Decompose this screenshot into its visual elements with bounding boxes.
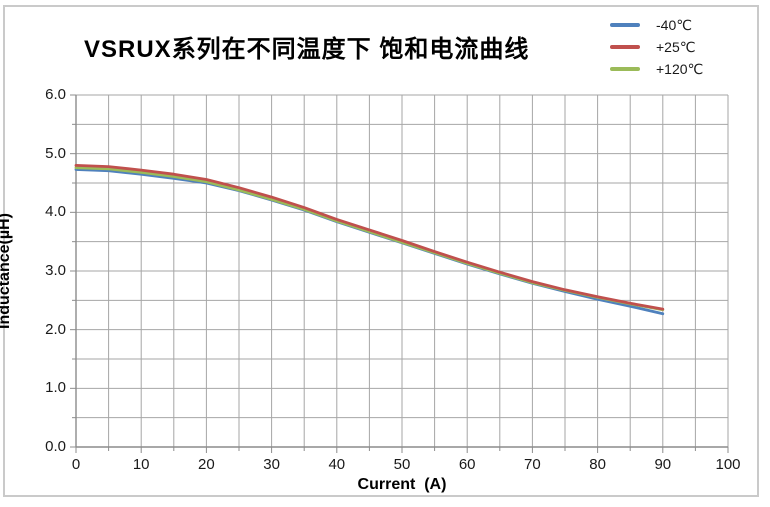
legend-label: -40℃: [656, 16, 692, 33]
x-tick-label: 30: [263, 456, 280, 473]
x-tick-label: 40: [328, 456, 346, 473]
legend-label: +120℃: [656, 60, 704, 77]
x-tick-label: 60: [458, 456, 476, 473]
x-axis-title: Current (A): [357, 476, 447, 493]
x-tick-label: 80: [589, 456, 606, 473]
legend-item: +120℃: [610, 58, 750, 80]
x-tick-label: 0: [71, 456, 81, 473]
legend-line-swatch: [610, 23, 640, 27]
y-tick-label: 6.0: [45, 86, 66, 103]
x-tick-label: 50: [393, 456, 411, 473]
x-tick-label: 90: [654, 456, 672, 473]
y-tick-label: 0.0: [45, 438, 66, 455]
legend-item: +25℃: [610, 36, 750, 58]
series-line: [74, 163, 665, 311]
y-tick-label: 1.0: [45, 379, 66, 397]
legend-label: +25℃: [656, 38, 696, 55]
legend-line-swatch: [610, 45, 640, 49]
y-tick-label: 3.0: [45, 262, 66, 279]
x-tick-label: 10: [132, 456, 150, 473]
y-tick-label: 2.0: [45, 320, 66, 338]
legend-item: -40℃: [610, 14, 750, 36]
x-tick-label: 70: [524, 456, 541, 473]
legend: -40℃ +25℃ +120℃: [610, 14, 750, 80]
x-tick-label: 100: [715, 456, 741, 473]
x-tick-label: 20: [198, 456, 215, 473]
legend-line-swatch: [610, 67, 640, 71]
y-axis-title: Inductance(µH): [0, 213, 13, 329]
chart-frame: [3, 5, 759, 497]
y-tick-label: 4.0: [45, 203, 66, 221]
y-tick-label: 5.0: [45, 144, 66, 162]
chart-title: VSRUX系列在不同温度下 饱和电流曲线: [84, 36, 530, 63]
